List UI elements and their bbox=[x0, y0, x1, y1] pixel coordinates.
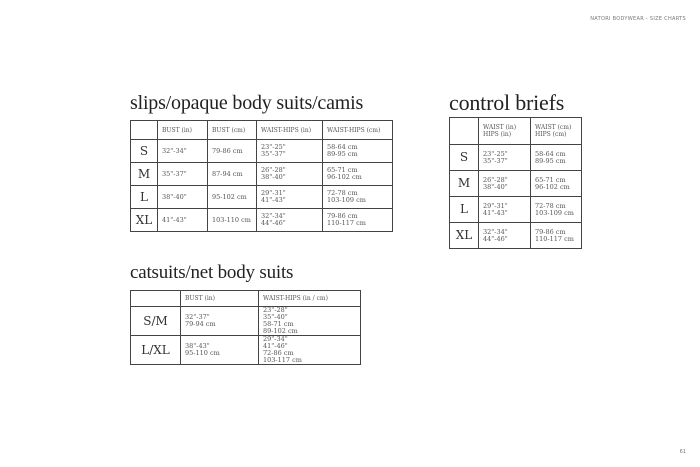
table-cell: 23"-25" 35"-37" bbox=[478, 144, 531, 171]
table-cell: 103-110 cm bbox=[207, 208, 257, 232]
control-briefs-title: control briefs bbox=[449, 90, 565, 115]
table-cell: 65-71 cm 96-102 cm bbox=[322, 162, 393, 186]
waist-hips-in: 29"-34" 41"-46" bbox=[263, 335, 288, 350]
column-header bbox=[130, 120, 158, 140]
table-row: S/M 32"-37" 79-94 cm 23"-28" 35"-40"58-71 … bbox=[130, 306, 361, 336]
column-header: WAIST (in) HIPS (in) bbox=[478, 117, 531, 145]
table-cell: 41"-43" bbox=[157, 208, 208, 232]
column-header bbox=[449, 117, 479, 145]
table-cell: 35"-37" bbox=[157, 162, 208, 186]
page-number: 61 bbox=[679, 449, 686, 455]
table-cell: 79-86 cm 110-117 cm bbox=[322, 208, 393, 232]
column-header: WAIST (cm) HIPS (cm) bbox=[530, 117, 582, 145]
size-label: L bbox=[449, 196, 479, 223]
header-row: BUST (in) WAIST-HIPS (in / cm) bbox=[130, 290, 361, 307]
table-row: L 29"-31" 41"-43" 72-78 cm 103-109 cm bbox=[449, 196, 582, 223]
control-briefs-size-table: WAIST (in) HIPS (in) WAIST (cm) HIPS (cm)… bbox=[449, 117, 582, 249]
size-label: XL bbox=[449, 222, 479, 249]
table-row: S 32"-34" 79-86 cm 23"-25" 35"-37" 58-64 cm … bbox=[130, 139, 393, 163]
size-label: S/M bbox=[130, 306, 181, 336]
table-cell: 58-64 cm 89-95 cm bbox=[322, 139, 393, 163]
table-row: M 35"-37" 87-94 cm 26"-28" 38"-40" 65-71 cm … bbox=[130, 162, 393, 186]
table-row: S 23"-25" 35"-37" 58-64 cm 89-95 cm bbox=[449, 144, 582, 171]
catsuits-title: catsuits/net body suits bbox=[130, 262, 294, 283]
size-label: L/XL bbox=[130, 335, 181, 365]
table-cell: 32"-34" bbox=[157, 139, 208, 163]
slips-title: slips/opaque body suits/camis bbox=[130, 92, 364, 114]
table-cell: 72-78 cm 103-109 cm bbox=[530, 196, 582, 223]
waist-hips-in: 23"-28" 35"-40" bbox=[263, 306, 288, 321]
running-header: NATORI BODYWEAR - SIZE CHARTS bbox=[590, 16, 686, 22]
table-cell: 72-78 cm 103-109 cm bbox=[322, 185, 393, 209]
table-cell: 38"-40" bbox=[157, 185, 208, 209]
slips-size-table: BUST (in) BUST (cm) WAIST-HIPS (in) WAIST-H… bbox=[130, 120, 393, 232]
size-label: M bbox=[130, 162, 158, 186]
table-cell: 32"-37" 79-94 cm bbox=[180, 306, 259, 336]
catsuits-size-table: BUST (in) WAIST-HIPS (in / cm) S/M 32"-37" … bbox=[130, 290, 361, 365]
header-row: WAIST (in) HIPS (in) WAIST (cm) HIPS (cm) bbox=[449, 117, 582, 145]
table-cell: 38"-43" 95-110 cm bbox=[180, 335, 259, 365]
table-cell: 29"-31" 41"-43" bbox=[256, 185, 323, 209]
size-label: S bbox=[130, 139, 158, 163]
table-cell: 26"-28" 38"-40" bbox=[478, 170, 531, 197]
table-cell: 79-86 cm bbox=[207, 139, 257, 163]
waist-hips-cm: 58-71 cm 89-102 cm bbox=[263, 320, 298, 335]
column-header: WAIST-HIPS (in) bbox=[256, 120, 323, 140]
table-cell: 23"-28" 35"-40"58-71 cm 89-102 cm bbox=[258, 306, 361, 336]
table-row: XL 41"-43" 103-110 cm 32"-34" 44"-46" 79-86 … bbox=[130, 208, 393, 232]
table-row: M 26"-28" 38"-40" 65-71 cm 96-102 cm bbox=[449, 170, 582, 197]
table-cell: 29"-31" 41"-43" bbox=[478, 196, 531, 223]
table-cell: 95-102 cm bbox=[207, 185, 257, 209]
table-row: XL 32"-34" 44"-46" 79-86 cm 110-117 cm bbox=[449, 222, 582, 249]
size-label: S bbox=[449, 144, 479, 171]
table-cell: 58-64 cm 89-95 cm bbox=[530, 144, 582, 171]
size-label: L bbox=[130, 185, 158, 209]
size-label: XL bbox=[130, 208, 158, 232]
column-header bbox=[130, 290, 181, 307]
table-row: L/XL 38"-43" 95-110 cm 29"-34" 41"-46"72-8… bbox=[130, 335, 361, 365]
table-cell: 87-94 cm bbox=[207, 162, 257, 186]
waist-hips-cm: 72-86 cm 103-117 cm bbox=[263, 349, 302, 364]
table-cell: 79-86 cm 110-117 cm bbox=[530, 222, 582, 249]
table-cell: 65-71 cm 96-102 cm bbox=[530, 170, 582, 197]
table-cell: 26"-28" 38"-40" bbox=[256, 162, 323, 186]
column-header: WAIST-HIPS (cm) bbox=[322, 120, 393, 140]
table-cell: 23"-25" 35"-37" bbox=[256, 139, 323, 163]
column-header: WAIST-HIPS (in / cm) bbox=[258, 290, 361, 307]
column-header: BUST (cm) bbox=[207, 120, 257, 140]
table-cell: 32"-34" 44"-46" bbox=[256, 208, 323, 232]
table-row: L 38"-40" 95-102 cm 29"-31" 41"-43" 72-78 cm… bbox=[130, 185, 393, 209]
table-cell: 29"-34" 41"-46"72-86 cm 103-117 cm bbox=[258, 335, 361, 365]
size-label: M bbox=[449, 170, 479, 197]
column-header: BUST (in) bbox=[180, 290, 259, 307]
header-row: BUST (in) BUST (cm) WAIST-HIPS (in) WAIST-H… bbox=[130, 120, 393, 140]
column-header: BUST (in) bbox=[157, 120, 208, 140]
table-cell: 32"-34" 44"-46" bbox=[478, 222, 531, 249]
